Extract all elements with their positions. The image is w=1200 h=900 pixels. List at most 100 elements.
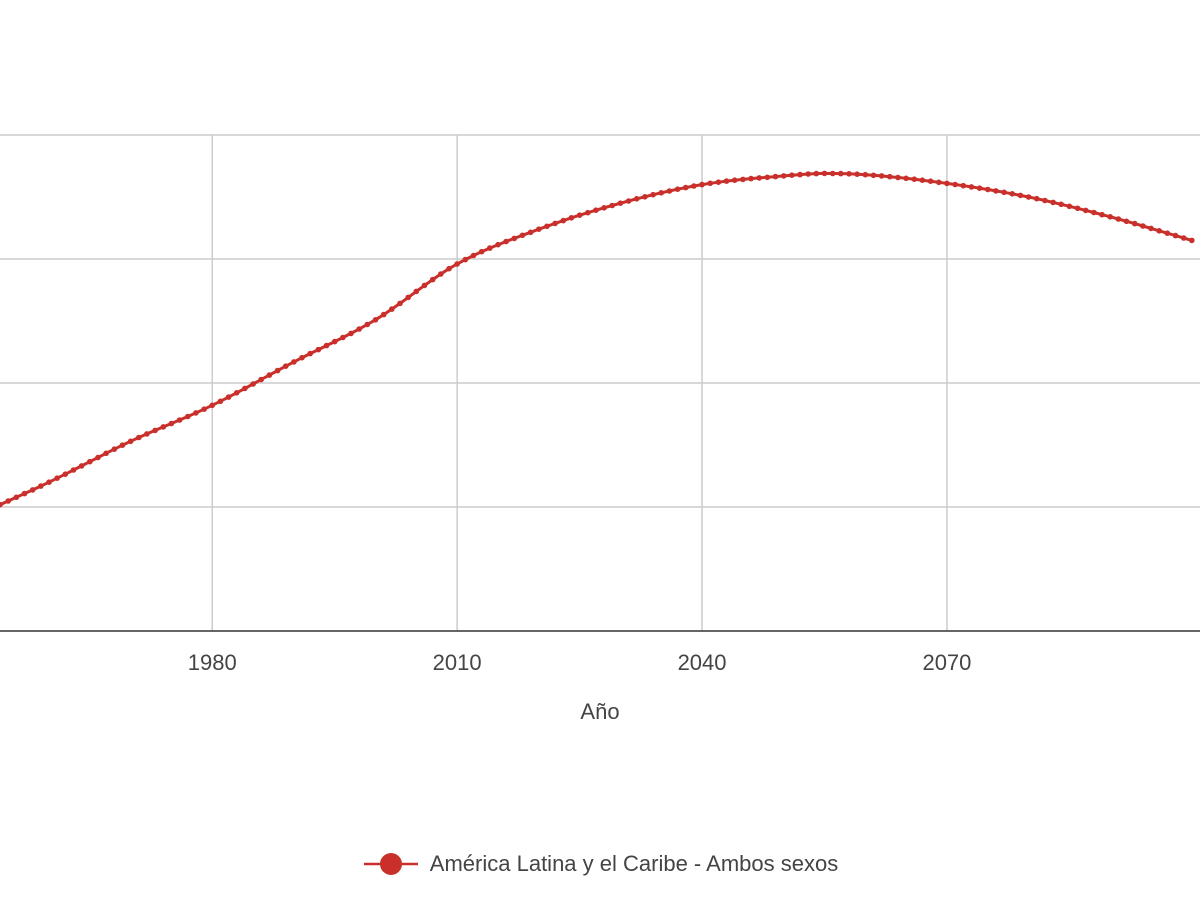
data-point — [209, 402, 215, 409]
x-tick-label: 1980 — [188, 650, 237, 675]
data-point — [348, 330, 354, 337]
data-point — [985, 186, 991, 193]
data-point — [356, 326, 363, 332]
data-point — [1123, 218, 1130, 225]
data-point — [682, 184, 689, 191]
data-point — [544, 223, 550, 230]
legend: América Latina y el Caribe - Ambos sexos — [0, 846, 1200, 882]
data-point — [1082, 207, 1089, 214]
data-point — [862, 171, 869, 178]
data-point — [478, 248, 485, 255]
data-point — [372, 317, 379, 323]
data-point — [666, 188, 673, 194]
data-point — [993, 188, 999, 194]
data-point — [968, 184, 975, 190]
data-point — [136, 434, 142, 441]
data-point — [797, 171, 803, 178]
data-point — [756, 175, 762, 181]
data-point — [633, 196, 640, 202]
data-point — [887, 173, 893, 180]
data-point — [95, 454, 101, 461]
series-layer — [0, 170, 1195, 508]
data-point — [421, 282, 428, 289]
data-point — [103, 450, 109, 457]
data-point — [895, 174, 901, 181]
data-point — [462, 256, 469, 263]
data-point — [201, 406, 207, 413]
data-point — [1180, 235, 1187, 241]
data-point — [380, 311, 387, 318]
data-point — [1140, 223, 1146, 229]
x-axis: 1980 2010 2040 2070 — [0, 630, 1200, 675]
data-point — [625, 198, 632, 204]
data-point — [397, 300, 403, 307]
data-point — [1001, 189, 1007, 196]
data-point — [699, 181, 705, 188]
data-point — [413, 288, 420, 295]
data-point — [62, 471, 69, 478]
data-point — [854, 171, 860, 177]
legend-marker-icon — [363, 853, 418, 875]
data-point — [536, 226, 542, 232]
data-point — [258, 376, 265, 383]
data-point — [878, 173, 885, 179]
data-point — [650, 191, 656, 198]
data-point — [821, 170, 828, 177]
data-point — [160, 424, 167, 430]
data-point — [642, 194, 648, 200]
data-point — [307, 350, 314, 357]
data-point — [1107, 214, 1113, 220]
data-point — [54, 475, 60, 482]
data-point — [438, 271, 444, 277]
data-point — [731, 177, 738, 183]
data-point — [429, 276, 436, 283]
data-point — [805, 171, 811, 177]
data-point — [487, 245, 493, 251]
data-point — [152, 427, 158, 434]
data-point — [119, 442, 126, 449]
data-point — [340, 334, 346, 341]
data-point — [748, 175, 754, 182]
data-point — [1050, 199, 1056, 206]
data-point — [723, 178, 730, 184]
data-point — [233, 390, 240, 396]
data-point — [1164, 230, 1171, 236]
data-point — [291, 359, 297, 365]
data-point — [1115, 216, 1122, 222]
x-axis-title: Año — [580, 699, 619, 724]
legend-label: América Latina y el Caribe - Ambos sexos — [429, 851, 839, 876]
data-point — [568, 215, 575, 221]
data-point — [495, 241, 501, 248]
data-point — [764, 174, 771, 181]
data-point — [185, 413, 191, 420]
data-point — [250, 381, 256, 387]
data-point — [593, 207, 599, 213]
data-point — [274, 367, 281, 374]
data-point — [21, 490, 28, 497]
data-point — [266, 372, 273, 378]
data-point — [1066, 203, 1073, 210]
data-point — [299, 354, 305, 361]
data-point — [29, 487, 36, 493]
data-point — [127, 438, 134, 445]
data-point — [1074, 205, 1081, 212]
data-point — [111, 446, 118, 453]
data-point — [813, 170, 820, 177]
data-point — [976, 185, 983, 191]
data-point — [242, 385, 248, 392]
data-point — [919, 177, 926, 183]
x-tick-label: 2070 — [922, 650, 971, 675]
data-point — [70, 467, 77, 473]
data-point — [527, 229, 534, 236]
data-point — [1017, 192, 1024, 199]
data-point — [225, 394, 232, 400]
data-point — [0, 501, 3, 508]
data-point — [38, 483, 44, 489]
data-point — [511, 235, 518, 242]
x-tick-label: 2010 — [433, 650, 482, 675]
data-point — [1189, 237, 1195, 244]
data-point — [658, 190, 664, 196]
legend-item-series[interactable]: América Latina y el Caribe - Ambos sexos — [362, 849, 838, 879]
data-point — [1148, 225, 1154, 232]
